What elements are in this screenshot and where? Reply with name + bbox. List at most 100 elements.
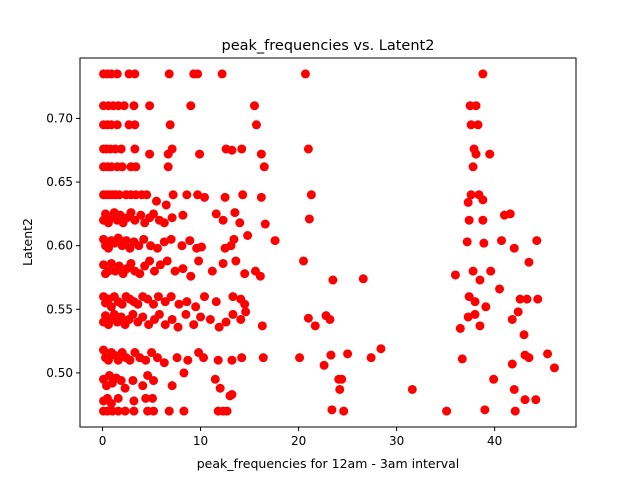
data-point: [470, 309, 480, 319]
data-point: [99, 260, 109, 270]
data-point: [462, 237, 472, 247]
data-point: [227, 145, 237, 155]
data-point: [128, 376, 138, 386]
data-point: [141, 393, 151, 403]
data-point: [524, 353, 534, 363]
data-point: [258, 353, 268, 363]
data-point: [475, 321, 485, 331]
data-point: [513, 307, 523, 317]
data-point: [243, 231, 253, 240]
data-point: [210, 374, 220, 384]
data-point: [295, 353, 305, 363]
data-point: [164, 406, 174, 416]
data-point: [131, 162, 141, 172]
data-point: [141, 355, 151, 365]
data-point: [328, 275, 338, 285]
data-point: [112, 120, 122, 130]
data-point: [495, 284, 505, 294]
data-point: [103, 266, 113, 276]
data-point: [218, 258, 228, 268]
data-point: [151, 196, 161, 206]
data-point: [211, 209, 221, 219]
data-point: [119, 101, 129, 111]
data-point: [179, 406, 189, 416]
data-point: [214, 322, 224, 332]
data-point: [186, 271, 196, 281]
data-point: [199, 192, 209, 202]
data-point: [145, 149, 155, 159]
data-point: [358, 274, 368, 284]
data-point: [259, 162, 269, 172]
data-point: [236, 314, 246, 324]
data-point: [126, 208, 136, 218]
x-axis-label: peak_frequencies for 12am - 3am interval: [197, 456, 460, 471]
data-point: [257, 321, 267, 331]
data-point: [228, 292, 238, 302]
data-point: [136, 210, 146, 220]
data-point: [129, 101, 139, 111]
data-point: [167, 381, 177, 391]
data-point: [543, 349, 553, 359]
data-point: [116, 144, 126, 154]
data-point: [165, 120, 175, 130]
data-point: [144, 320, 154, 330]
data-point: [160, 297, 170, 307]
data-point: [222, 406, 232, 416]
data-point: [196, 312, 206, 322]
data-point: [172, 353, 182, 363]
data-point: [463, 197, 473, 207]
y-axis-ticks: 0.50 0.55 0.60 0.65 0.70: [46, 111, 80, 380]
data-point: [227, 355, 237, 365]
data-point: [152, 353, 162, 363]
data-point: [194, 256, 204, 266]
data-point: [126, 258, 136, 268]
data-point: [150, 266, 159, 276]
data-point: [120, 383, 130, 393]
data-point: [178, 210, 188, 220]
data-point: [230, 208, 240, 218]
data-point: [149, 406, 159, 416]
y-tick-label: 0.60: [46, 239, 73, 253]
data-point: [162, 256, 172, 266]
data-point: [166, 234, 176, 244]
data-point: [133, 299, 143, 309]
data-point: [241, 307, 251, 317]
data-point: [149, 299, 159, 309]
data-point: [227, 390, 237, 400]
data-point: [103, 355, 113, 365]
data-point: [217, 69, 227, 79]
data-point: [507, 359, 517, 369]
data-point: [149, 376, 159, 386]
data-point: [473, 120, 483, 130]
data-point: [120, 406, 130, 416]
data-point: [240, 299, 250, 309]
y-axis-label: Latent2: [20, 218, 35, 266]
data-point: [153, 292, 163, 302]
data-point: [106, 398, 116, 408]
data-point: [117, 299, 127, 309]
data-point: [343, 349, 353, 359]
data-point: [215, 383, 225, 393]
data-point: [130, 120, 140, 130]
data-point: [481, 302, 491, 312]
data-point: [450, 270, 460, 280]
data-point: [106, 302, 116, 312]
data-point: [475, 275, 485, 285]
data-point: [549, 363, 559, 373]
data-point: [138, 381, 148, 391]
data-point: [466, 120, 476, 130]
data-point: [478, 215, 488, 225]
data-point: [478, 69, 488, 79]
data-point: [519, 330, 529, 340]
data-point: [509, 243, 519, 253]
data-point: [479, 238, 489, 248]
data-point: [113, 233, 123, 243]
data-point: [520, 395, 530, 405]
data-point: [471, 101, 481, 111]
data-point: [177, 241, 187, 251]
data-point: [229, 234, 239, 244]
data-point: [455, 323, 465, 333]
data-point: [103, 243, 113, 253]
data-point: [154, 309, 164, 319]
